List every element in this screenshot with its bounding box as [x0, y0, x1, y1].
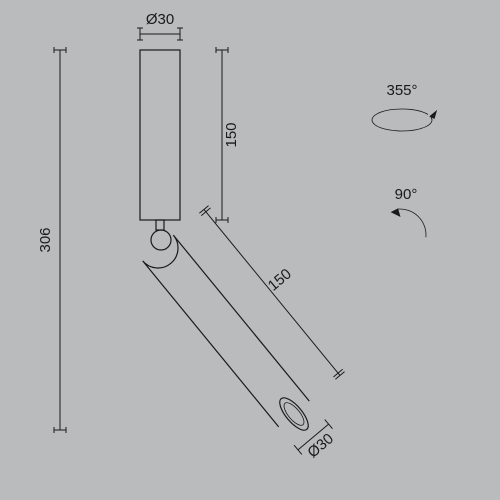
rotation-vertical-label: 90°: [395, 186, 418, 203]
overall-height-label: 306: [37, 227, 54, 252]
technical-drawing: 306 Ø30 150 150 Ø30: [0, 0, 500, 500]
background: [0, 0, 500, 500]
rotation-horizontal-label: 355°: [386, 82, 417, 99]
top-diameter-label: Ø30: [146, 11, 174, 28]
upper-length-label: 150: [223, 122, 240, 147]
